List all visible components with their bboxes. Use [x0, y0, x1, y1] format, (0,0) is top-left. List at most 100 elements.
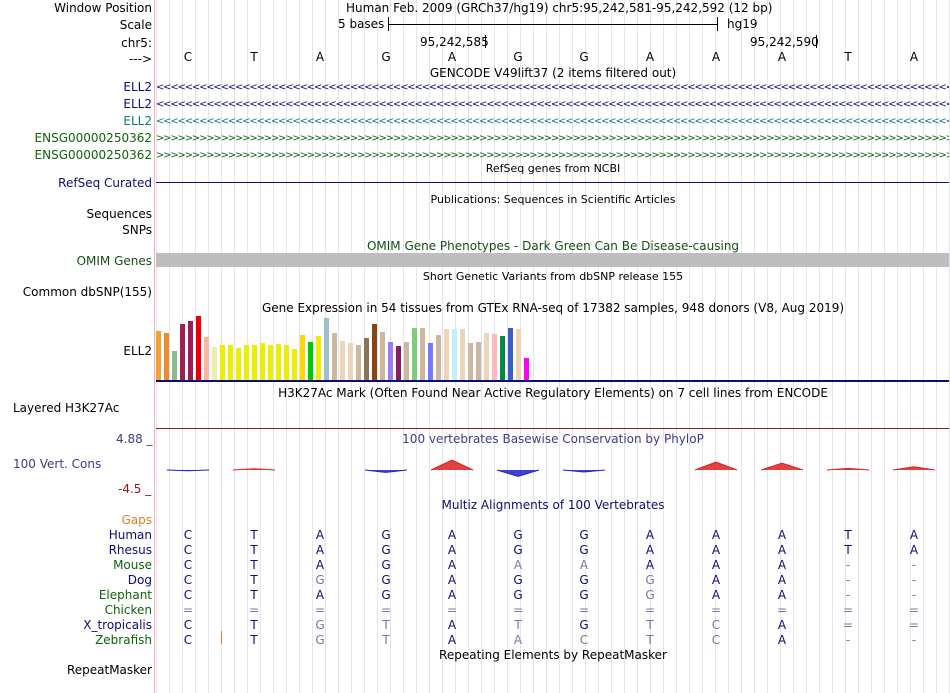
gtex-tissue-bar[interactable]	[492, 334, 497, 380]
gtex-tissue-bar[interactable]	[284, 345, 289, 380]
snps-label[interactable]: SNPs	[122, 223, 152, 237]
conservation-score-mark	[694, 461, 738, 471]
gtex-tissue-bar[interactable]	[236, 348, 241, 380]
gtex-tissue-bar[interactable]	[364, 338, 369, 380]
gtex-tissue-bar[interactable]	[380, 332, 385, 380]
gencode-item-label[interactable]: ELL2	[123, 114, 152, 128]
gtex-tissue-bar[interactable]	[196, 316, 201, 380]
gtex-tissue-bar[interactable]	[220, 345, 225, 380]
conservation-plot[interactable]	[156, 448, 949, 488]
refseq-track-title[interactable]: RefSeq genes from NCBI	[485, 162, 621, 175]
h3k27ac-track-title[interactable]: H3K27Ac Mark (Often Found Near Active Re…	[278, 386, 828, 400]
gtex-tissue-bar[interactable]	[452, 329, 457, 380]
gtex-tissue-bar[interactable]	[508, 328, 513, 380]
conservation-track-title[interactable]: 100 vertebrates Basewise Conservation by…	[402, 432, 704, 446]
aligned-base: A	[315, 558, 325, 572]
species-label[interactable]: Rhesus	[108, 543, 152, 557]
gencode-item-feature[interactable]: <<<<<<<<<<<<<<<<<<<<<<<<<<<<<<<<<<<<<<<<…	[156, 117, 949, 127]
species-label[interactable]: X_tropicalis	[83, 618, 152, 632]
gtex-tissue-bar[interactable]	[252, 345, 257, 380]
gencode-item-label[interactable]: ENSG00000250362	[34, 148, 152, 162]
gtex-tissue-bar[interactable]	[412, 328, 417, 380]
dbsnp-track-title[interactable]: Short Genetic Variants from dbSNP releas…	[422, 270, 684, 283]
gtex-tissue-bar[interactable]	[428, 343, 433, 380]
gtex-tissue-bar[interactable]	[340, 341, 345, 380]
gtex-tissue-bar[interactable]	[420, 328, 425, 380]
gencode-item-feature[interactable]: >>>>>>>>>>>>>>>>>>>>>>>>>>>>>>>>>>>>>>>>…	[156, 151, 949, 161]
aligned-base: =	[512, 603, 524, 617]
gtex-tissue-bar[interactable]	[516, 329, 521, 380]
gencode-item-feature[interactable]: <<<<<<<<<<<<<<<<<<<<<<<<<<<<<<<<<<<<<<<<…	[156, 83, 949, 93]
gtex-tissue-bar[interactable]	[388, 342, 393, 380]
species-label[interactable]: Dog	[127, 573, 152, 587]
gtex-tissue-bar[interactable]	[324, 318, 329, 380]
publications-track-title[interactable]: Publications: Sequences in Scientific Ar…	[430, 193, 676, 206]
gtex-tissue-bar[interactable]	[468, 343, 473, 380]
multiz-track-title[interactable]: Multiz Alignments of 100 Vertebrates	[441, 498, 665, 512]
conservation-label[interactable]: 100 Vert. Cons	[13, 457, 102, 471]
gtex-tissue-bar[interactable]	[372, 324, 377, 380]
gtex-bar-chart[interactable]	[156, 316, 949, 382]
gtex-tissue-bar[interactable]	[484, 333, 489, 380]
refseq-label[interactable]: RefSeq Curated	[58, 176, 152, 190]
gtex-tissue-bar[interactable]	[212, 347, 217, 380]
gtex-tissue-bar[interactable]	[332, 333, 337, 380]
gtex-tissue-bar[interactable]	[228, 345, 233, 380]
gtex-tissue-bar[interactable]	[276, 344, 281, 380]
gtex-tissue-bar[interactable]	[188, 321, 193, 380]
gtex-tissue-bar[interactable]	[268, 345, 273, 380]
gencode-item-label[interactable]: ELL2	[123, 97, 152, 111]
refseq-gene-line[interactable]	[156, 182, 949, 183]
conservation-score-mark	[892, 466, 936, 471]
grid-line	[195, 0, 196, 693]
reference-base: A	[777, 50, 787, 64]
grid-line	[377, 0, 378, 693]
species-label[interactable]: Chicken	[104, 603, 152, 617]
repeatmasker-track-title[interactable]: Repeating Elements by RepeatMasker	[439, 648, 667, 662]
dbsnp-label[interactable]: Common dbSNP(155)	[22, 285, 152, 299]
gtex-tissue-bar[interactable]	[172, 351, 177, 380]
gtex-tissue-bar[interactable]	[156, 331, 161, 380]
gtex-tissue-bar[interactable]	[436, 335, 441, 380]
species-label[interactable]: Human	[108, 528, 152, 542]
species-label[interactable]: Elephant	[98, 588, 152, 602]
gtex-tissue-bar[interactable]	[524, 358, 529, 380]
gtex-tissue-bar[interactable]	[356, 345, 361, 380]
gaps-label[interactable]: Gaps	[121, 513, 152, 527]
omim-feature-bar[interactable]	[156, 253, 949, 267]
gencode-item-feature[interactable]: >>>>>>>>>>>>>>>>>>>>>>>>>>>>>>>>>>>>>>>>…	[156, 134, 949, 144]
gencode-item-label[interactable]: ENSG00000250362	[34, 131, 152, 145]
gtex-tissue-bar[interactable]	[444, 329, 449, 380]
species-label[interactable]: Mouse	[113, 558, 152, 572]
gtex-tissue-bar[interactable]	[244, 345, 249, 380]
gtex-tissue-bar[interactable]	[404, 342, 409, 380]
omim-track-title[interactable]: OMIM Gene Phenotypes - Dark Green Can Be…	[366, 239, 740, 253]
gtex-tissue-bar[interactable]	[460, 329, 465, 380]
gtex-tissue-bar[interactable]	[204, 337, 209, 380]
gtex-tissue-bar[interactable]	[500, 336, 505, 380]
species-label[interactable]: Zebrafish	[95, 633, 152, 647]
gtex-tissue-bar[interactable]	[308, 342, 313, 380]
repeatmasker-label[interactable]: RepeatMasker	[66, 663, 152, 677]
gtex-tissue-bar[interactable]	[348, 343, 353, 380]
gencode-item-feature[interactable]: <<<<<<<<<<<<<<<<<<<<<<<<<<<<<<<<<<<<<<<<…	[156, 100, 949, 110]
sequences-label[interactable]: Sequences	[86, 207, 152, 221]
gtex-tissue-bar[interactable]	[476, 342, 481, 380]
aligned-base: A	[447, 618, 457, 632]
gencode-track-title[interactable]: GENCODE V49lift37 (2 items filtered out)	[429, 66, 677, 80]
gtex-tissue-bar[interactable]	[164, 333, 169, 380]
position-text[interactable]: Human Feb. 2009 (GRCh37/hg19) chr5:95,24…	[346, 1, 773, 15]
gtex-tissue-bar[interactable]	[316, 336, 321, 380]
omim-label[interactable]: OMIM Genes	[76, 254, 152, 268]
gtex-tissue-bar[interactable]	[180, 324, 185, 380]
gtex-track-title[interactable]: Gene Expression in 54 tissues from GTEx …	[261, 301, 845, 315]
gtex-tissue-bar[interactable]	[292, 349, 297, 380]
gencode-item-label[interactable]: ELL2	[123, 80, 152, 94]
gtex-label[interactable]: ELL2	[123, 344, 152, 358]
gtex-tissue-bar[interactable]	[396, 346, 401, 380]
gtex-tissue-bar[interactable]	[300, 335, 305, 380]
h3k27ac-label[interactable]: Layered H3K27Ac	[13, 401, 120, 415]
gtex-tissue-bar[interactable]	[260, 343, 265, 380]
grid-line	[897, 0, 898, 693]
